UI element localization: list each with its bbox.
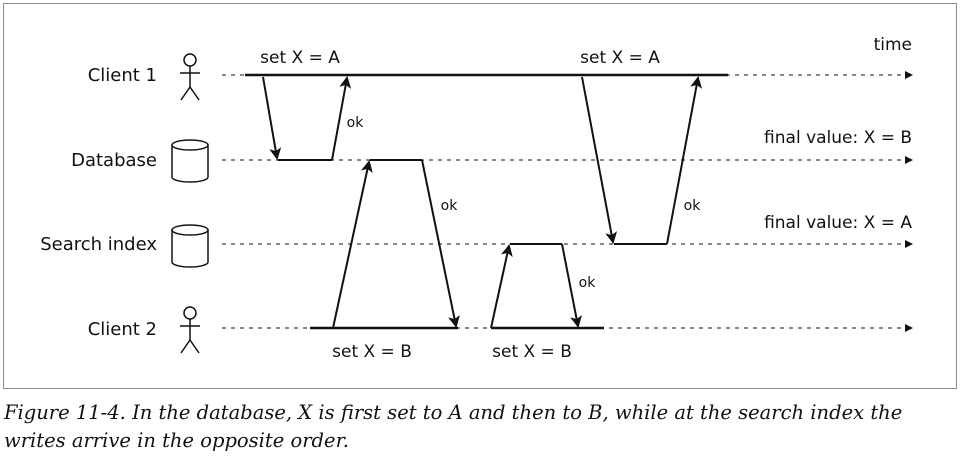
message-label-c2-first: set X = B — [332, 342, 412, 362]
arrow-c1-to-search-index — [581, 76, 618, 244]
final-value-database: final value: X = B — [764, 128, 912, 148]
ack-label-ok: ok — [684, 198, 702, 214]
message-label-c1-first: set X = A — [260, 48, 340, 68]
person-icon — [180, 306, 200, 354]
lane-label-database: Database — [71, 150, 157, 171]
ack-label-ok: ok — [579, 275, 597, 291]
search-index-cylinder-icon — [171, 224, 209, 268]
lane-label-client1: Client 1 — [88, 65, 157, 86]
arrow-c1-to-database — [262, 76, 282, 160]
lane-label-search-index: Search index — [40, 234, 157, 255]
arrow-database-ok-to-c2 — [421, 159, 460, 328]
message-label-c1-second: set X = A — [580, 48, 660, 68]
final-value-search-index: final value: X = A — [764, 213, 912, 233]
message-label-c2-second: set X = B — [492, 342, 572, 362]
sequence-diagram: Client 1 Database Search index Client 2 — [40, 35, 913, 362]
arrow-c2-to-search-index — [490, 244, 513, 329]
ack-label-ok: ok — [441, 198, 459, 214]
ack-label-ok: ok — [347, 115, 365, 131]
arrow-c2-to-database — [332, 160, 373, 329]
arrow-database-ok-to-c1 — [331, 76, 352, 161]
arrow-search-index-ok-to-c2 — [561, 243, 582, 328]
lane-label-client2: Client 2 — [88, 319, 157, 340]
time-label: time — [874, 35, 912, 55]
figure-frame — [3, 3, 957, 389]
arrow-search-index-ok-to-c1 — [666, 76, 703, 245]
database-cylinder-icon — [171, 139, 209, 183]
figure-caption: Figure 11-4. In the database, X is first… — [4, 401, 903, 452]
person-icon — [180, 53, 200, 101]
